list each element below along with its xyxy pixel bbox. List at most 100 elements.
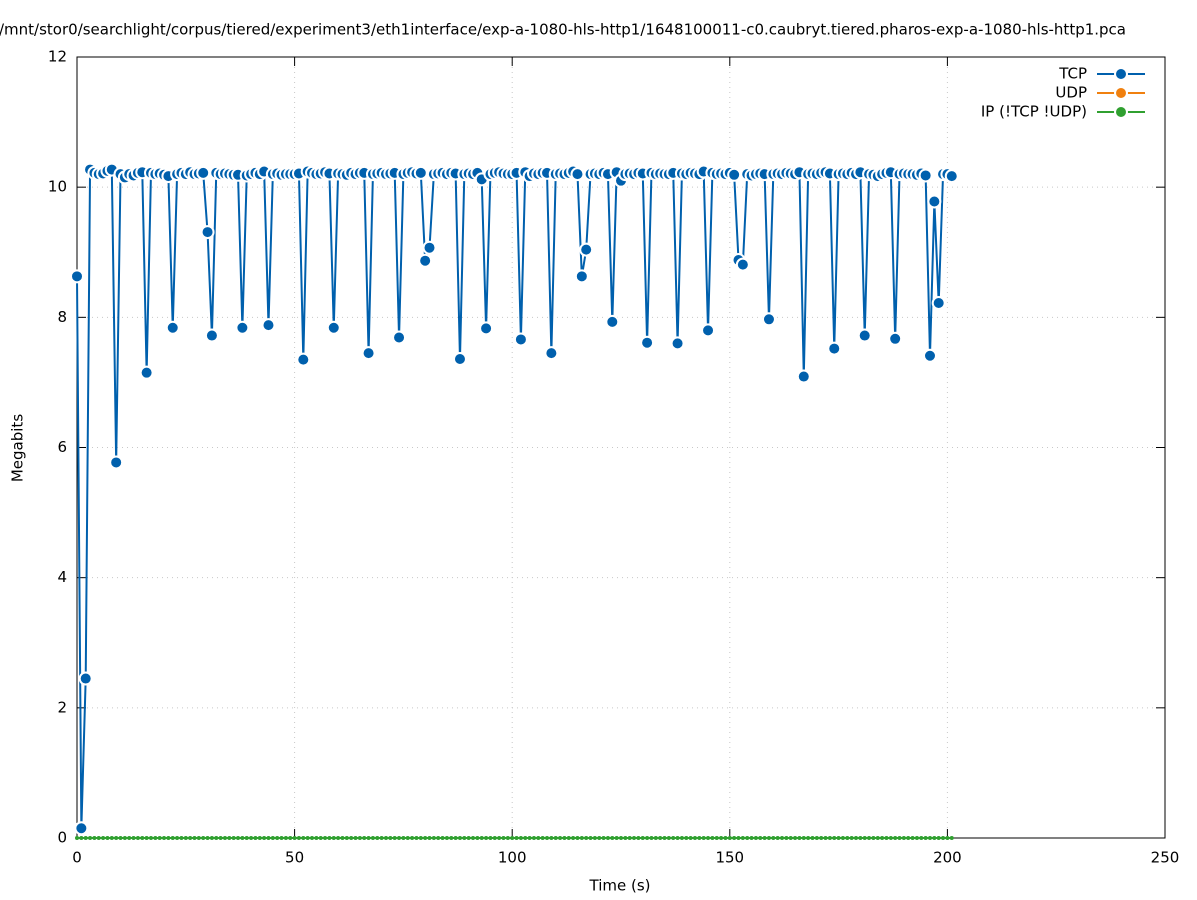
data-point <box>427 836 432 840</box>
data-point <box>579 836 584 840</box>
data-point <box>479 836 484 840</box>
data-point <box>336 836 341 840</box>
data-point <box>109 836 114 840</box>
data-point <box>793 836 798 840</box>
data-point <box>849 836 854 840</box>
data-point <box>162 836 167 840</box>
data-point <box>927 836 932 840</box>
data-point <box>296 352 311 367</box>
data-point <box>823 836 828 840</box>
data-point <box>518 836 523 840</box>
data-point <box>405 836 410 840</box>
legend-marker <box>1114 105 1128 119</box>
data-point <box>688 836 693 840</box>
data-point <box>814 836 819 840</box>
data-point <box>588 836 593 840</box>
data-point <box>166 836 171 840</box>
data-point <box>949 836 954 840</box>
data-point <box>684 836 689 840</box>
data-point <box>857 328 872 343</box>
x-tick-label: 250 <box>1151 849 1180 867</box>
legend-label: UDP <box>1055 84 1087 102</box>
x-tick-label: 0 <box>72 849 82 867</box>
data-point <box>901 836 906 840</box>
data-point <box>475 836 480 840</box>
data-point <box>592 836 597 840</box>
data-point <box>796 369 811 384</box>
data-point <box>379 836 384 840</box>
data-point <box>936 836 941 840</box>
y-axis-label: Megabits <box>9 414 27 482</box>
data-point <box>222 836 227 840</box>
data-point <box>523 836 528 840</box>
data-point <box>183 836 188 840</box>
legend-marker <box>1114 86 1128 100</box>
data-point <box>797 836 802 840</box>
data-point <box>775 836 780 840</box>
data-point <box>418 253 433 268</box>
data-point <box>727 836 732 840</box>
data-point <box>75 836 79 840</box>
data-point <box>279 836 284 840</box>
data-point <box>392 330 407 345</box>
data-point <box>383 836 388 840</box>
data-point <box>836 836 841 840</box>
data-point <box>570 167 585 182</box>
data-point <box>780 836 785 840</box>
data-point <box>736 836 741 840</box>
data-point <box>157 836 162 840</box>
data-point <box>749 836 754 840</box>
data-point <box>932 836 937 840</box>
x-tick-label: 150 <box>715 849 744 867</box>
data-point <box>261 318 276 333</box>
data-point <box>732 836 737 840</box>
data-point <box>466 836 471 840</box>
data-point <box>192 836 197 840</box>
data-point <box>449 836 454 840</box>
data-point <box>257 836 262 840</box>
data-point <box>310 836 315 840</box>
data-point <box>340 836 345 840</box>
data-point <box>601 836 606 840</box>
y-tick-label: 8 <box>57 308 67 326</box>
y-tick-label: 12 <box>48 48 67 66</box>
data-point <box>640 836 645 840</box>
data-point <box>888 836 893 840</box>
data-point <box>214 836 219 840</box>
data-point <box>671 836 676 840</box>
data-point <box>906 836 911 840</box>
data-point <box>845 836 850 840</box>
data-point <box>96 836 101 840</box>
data-point <box>422 240 437 255</box>
data-point <box>283 836 288 840</box>
data-point <box>218 836 223 840</box>
data-point <box>914 836 919 840</box>
data-point <box>296 836 301 840</box>
y-tick-label: 6 <box>57 438 67 456</box>
data-point <box>327 836 332 840</box>
data-point <box>240 836 245 840</box>
data-point <box>510 836 515 840</box>
data-point <box>675 836 680 840</box>
data-point <box>88 836 93 840</box>
data-point <box>910 836 915 840</box>
data-point <box>562 836 567 840</box>
y-tick-label: 0 <box>57 829 67 847</box>
data-point <box>131 836 136 840</box>
data-point <box>514 836 519 840</box>
data-point <box>605 836 610 840</box>
data-point <box>196 165 211 180</box>
data-point <box>127 836 132 840</box>
data-point <box>619 836 623 840</box>
data-point <box>410 836 415 840</box>
data-point <box>370 836 375 840</box>
data-point <box>931 296 946 311</box>
data-point <box>83 836 88 840</box>
data-point <box>867 836 872 840</box>
data-point <box>545 836 550 840</box>
data-point <box>536 836 541 840</box>
data-point <box>501 836 506 840</box>
data-point <box>788 836 793 840</box>
data-point <box>418 836 423 840</box>
